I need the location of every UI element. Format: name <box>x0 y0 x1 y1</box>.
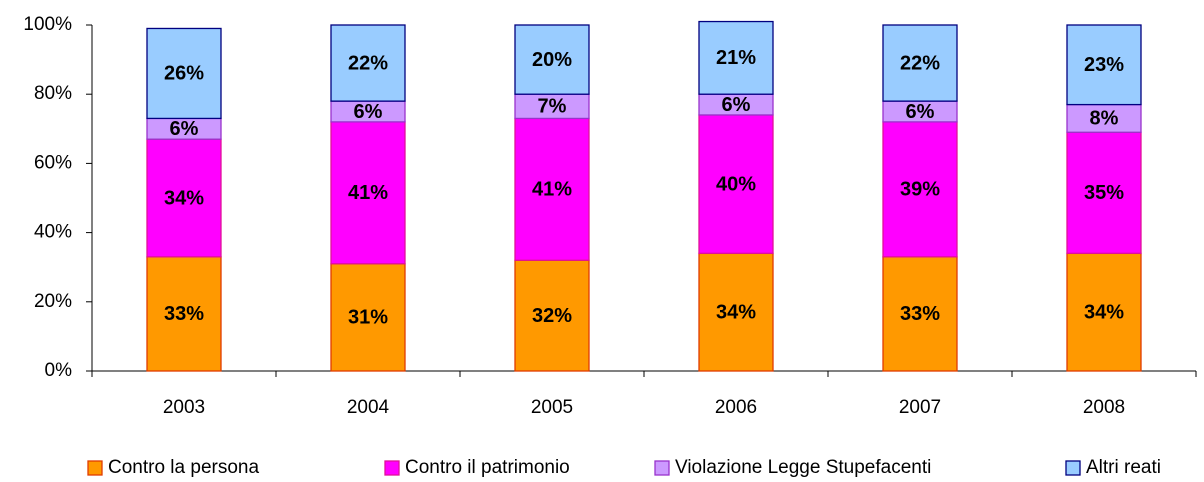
legend-swatch <box>384 460 400 476</box>
data-label: 6% <box>906 101 935 123</box>
data-label: 40% <box>716 173 756 195</box>
data-label: 34% <box>164 187 204 209</box>
bar-segment <box>330 263 406 372</box>
x-tick-label: 2004 <box>347 397 390 418</box>
data-label: 26% <box>164 63 204 85</box>
x-tick-label: 2007 <box>899 397 941 418</box>
legend-label: Contro il patrimonio <box>405 457 570 478</box>
data-label: 34% <box>716 301 756 323</box>
data-label: 7% <box>538 96 567 118</box>
legend-label: Contro la persona <box>108 457 259 478</box>
legend-label: Violazione Legge Stupefacenti <box>675 457 931 478</box>
bar-segment <box>514 24 590 95</box>
y-tick-label: 0% <box>45 360 73 381</box>
y-tick-label: 100% <box>23 14 72 35</box>
bar-segment <box>514 117 590 261</box>
data-label: 35% <box>1084 182 1124 204</box>
data-label: 22% <box>900 52 940 74</box>
bar-segment <box>146 27 222 120</box>
data-label: 32% <box>532 305 572 327</box>
data-label: 41% <box>348 182 388 204</box>
data-label: 8% <box>1090 108 1119 130</box>
legend-label: Altri reati <box>1086 457 1161 478</box>
data-label: 6% <box>170 118 199 140</box>
y-tick-label: 40% <box>34 222 72 243</box>
y-tick-label: 60% <box>34 152 72 173</box>
data-label: 31% <box>348 307 388 329</box>
bar-segment <box>514 259 590 372</box>
x-tick-label: 2008 <box>1083 397 1125 418</box>
bar-segment <box>514 93 590 120</box>
bar-segment <box>882 121 958 258</box>
bar-segment <box>330 24 406 102</box>
data-label: 23% <box>1084 54 1124 76</box>
data-label: 20% <box>532 49 572 71</box>
x-tick-label: 2006 <box>715 397 757 418</box>
bar-segment <box>146 138 222 258</box>
data-label: 6% <box>354 101 383 123</box>
data-label: 21% <box>716 47 756 69</box>
x-tick-label: 2003 <box>163 397 205 418</box>
bar-segment <box>882 24 958 102</box>
data-label: 41% <box>532 179 572 201</box>
bar-segment <box>1066 252 1142 372</box>
data-label: 22% <box>348 52 388 74</box>
bar-segment <box>146 256 222 372</box>
bar-segment <box>1066 24 1142 106</box>
x-tick-label: 2005 <box>531 397 573 418</box>
bar-segment <box>330 121 406 265</box>
data-label: 33% <box>900 303 940 325</box>
legend-swatch <box>87 460 103 476</box>
y-tick-label: 80% <box>34 83 72 104</box>
legend-swatch <box>1065 460 1081 476</box>
bar-segment <box>698 20 774 95</box>
data-label: 33% <box>164 303 204 325</box>
data-label: 34% <box>1084 301 1124 323</box>
data-label: 6% <box>722 94 751 116</box>
y-tick-label: 20% <box>34 291 72 312</box>
legend-swatch <box>654 460 670 476</box>
data-label: 39% <box>900 179 940 201</box>
